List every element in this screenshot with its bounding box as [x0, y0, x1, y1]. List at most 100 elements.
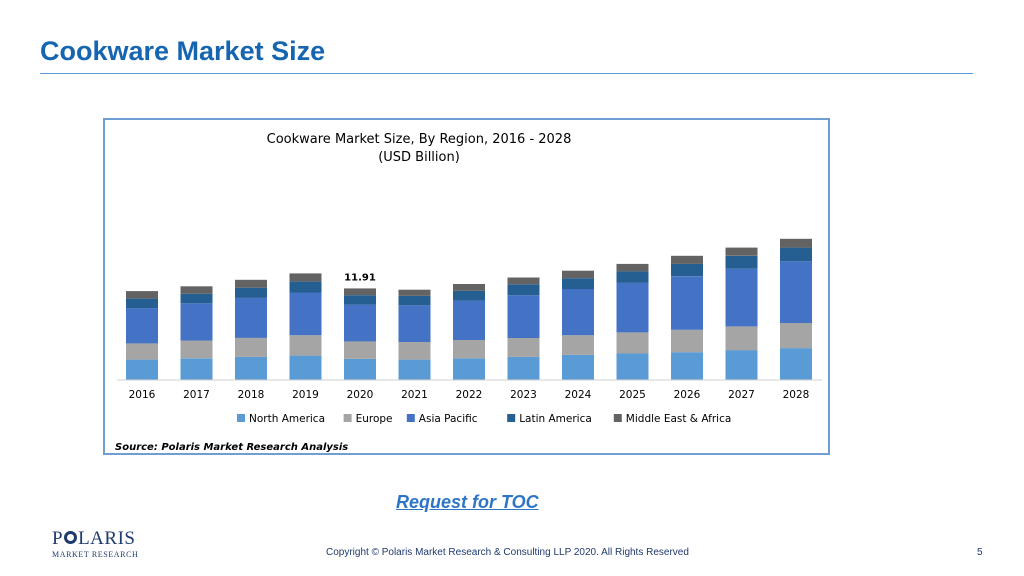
bar-segment: [344, 304, 376, 342]
bar-segment: [126, 308, 158, 344]
logo-o-emblem: [64, 531, 78, 544]
bar-segment: [507, 356, 540, 380]
bar-segment: [725, 268, 758, 327]
bar-segment: [180, 286, 213, 294]
bar-segment: [671, 263, 703, 277]
bars-layer: [126, 238, 812, 380]
bar-segment: [616, 332, 649, 354]
bar-segment: [344, 341, 376, 359]
x-tick-label: 2020: [347, 389, 374, 401]
x-tick-label: 2027: [728, 389, 755, 401]
chart-svg: Cookware Market Size, By Region, 2016 - …: [115, 132, 822, 453]
bar-segment: [671, 329, 703, 353]
bar-segment: [562, 270, 594, 279]
legend-label: North America: [249, 413, 325, 425]
legend-swatch: [343, 414, 352, 422]
bar-segment: [235, 337, 267, 357]
bar-segment: [126, 298, 158, 309]
bar-segment: [126, 359, 158, 380]
title-divider: [40, 73, 973, 74]
bar-segment: [398, 342, 431, 360]
bar-segment: [562, 354, 594, 380]
data-label: 11.91: [344, 272, 376, 283]
bar-segment: [235, 279, 267, 288]
x-tick-label: 2023: [510, 389, 537, 401]
bar-segment: [725, 326, 758, 351]
x-tick-label: 2018: [238, 389, 265, 401]
bar-segment: [344, 295, 376, 305]
chart-frame: Cookware Market Size, By Region, 2016 - …: [103, 118, 830, 455]
bar-segment: [562, 278, 594, 290]
legend-swatch: [507, 414, 516, 422]
bar-segment: [289, 281, 322, 293]
x-tick-labels: 2016 2017 2018 2019 2020 2021 2022 2023 2024 2025…: [129, 389, 810, 401]
bar-segment: [725, 247, 758, 256]
legend-swatch: [406, 414, 415, 422]
x-tick-label: 2025: [619, 389, 646, 401]
bar-segment: [235, 297, 267, 338]
bar-segment: [398, 289, 431, 296]
bar-segment: [289, 273, 322, 282]
bar-segment: [235, 287, 267, 298]
bar-segment: [453, 340, 485, 359]
bar-segment: [780, 261, 812, 323]
bar-segment: [344, 359, 376, 380]
bar-segment: [616, 263, 649, 272]
legend-label: Latin America: [519, 413, 592, 425]
legend-label: Middle East & Africa: [626, 413, 732, 425]
polaris-logo: P LARIS MARKET RESEARCH: [52, 528, 139, 559]
bar-segment: [126, 343, 158, 360]
x-tick-label: 2028: [783, 389, 810, 401]
chart-title: Cookware Market Size, By Region, 2016 - …: [267, 132, 572, 147]
bar-segment: [616, 271, 649, 283]
bar-segment: [180, 303, 213, 341]
x-tick-label: 2017: [183, 389, 210, 401]
bar-segment: [180, 293, 213, 304]
bar-segment: [453, 358, 485, 380]
legend-swatch: [613, 414, 622, 422]
x-tick-label: 2022: [456, 389, 483, 401]
slide-title: Cookware Market Size: [40, 36, 326, 66]
page-number: 5: [977, 547, 983, 558]
bar-segment: [398, 305, 431, 342]
chart-source: Source: Polaris Market Research Analysis: [115, 442, 348, 453]
bar-segment: [507, 284, 540, 296]
x-tick-label: 2024: [565, 389, 592, 401]
legend-swatch: [237, 414, 245, 422]
bar-segment: [289, 292, 322, 336]
bar-segment: [562, 289, 594, 336]
bar-segment: [507, 277, 540, 285]
bar-segment: [453, 290, 485, 301]
bar-segment: [398, 295, 431, 306]
bar-segment: [507, 295, 540, 338]
bar-segment: [235, 356, 267, 380]
bar-segment: [453, 284, 485, 291]
x-tick-label: 2019: [292, 389, 319, 401]
bar-segment: [725, 255, 758, 269]
bar-segment: [616, 282, 649, 333]
legend-label: Asia Pacific: [419, 413, 478, 425]
bar-segment: [507, 337, 540, 357]
bar-segment: [289, 335, 322, 356]
x-tick-label: 2026: [674, 389, 701, 401]
bar-segment: [671, 255, 703, 264]
bar-segment: [780, 323, 812, 349]
legend-label: Europe: [356, 413, 393, 425]
bar-segment: [616, 353, 649, 380]
request-toc-link[interactable]: Request for TOC: [396, 492, 539, 512]
x-tick-label: 2016: [129, 389, 156, 401]
bar-segment: [562, 335, 594, 355]
bar-segment: [725, 350, 758, 380]
bar-segment: [671, 276, 703, 330]
bar-segment: [780, 238, 812, 248]
chart-subtitle: (USD Billion): [378, 150, 460, 165]
copyright-text: Copyright © Polaris Market Research & Co…: [326, 547, 689, 558]
bar-segment: [780, 348, 812, 380]
bar-segment: [453, 300, 485, 340]
bar-segment: [180, 358, 213, 380]
bar-segment: [671, 352, 703, 380]
bar-segment: [398, 359, 431, 380]
legend: North America Europe Asia Pacific Latin Ame…: [237, 413, 731, 425]
bar-segment: [780, 247, 812, 262]
bar-segment: [289, 355, 322, 380]
